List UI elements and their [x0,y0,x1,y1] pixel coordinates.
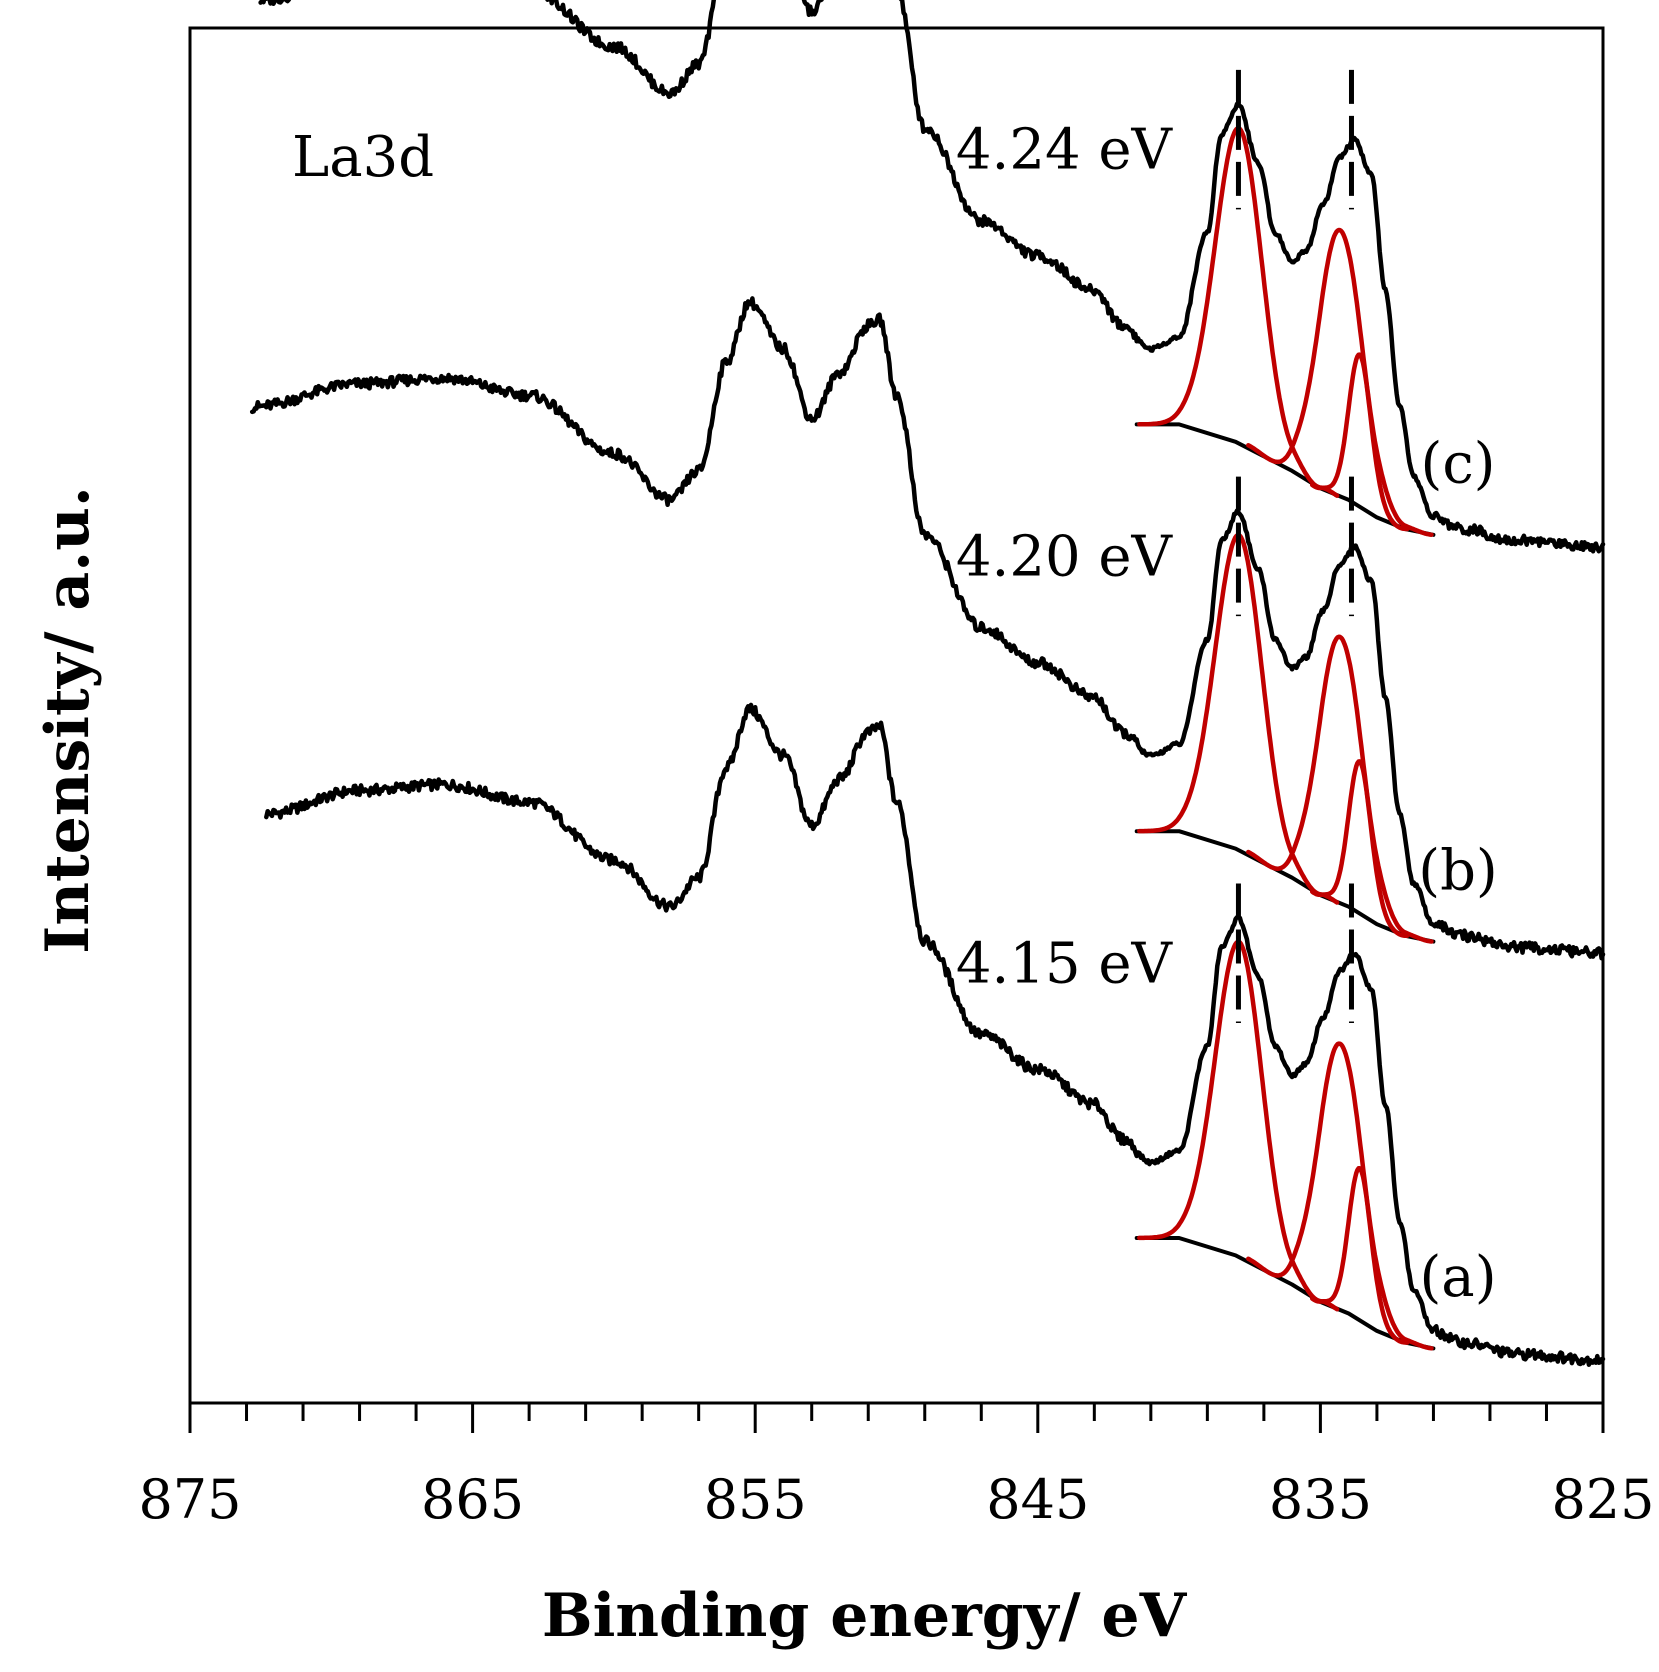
x-axis-ticks [188,1403,1605,1433]
x-tick-label: 845 [986,1468,1089,1531]
fit-peak-2 [1246,634,1434,944]
annotation-layer: (a) 4.15 eV (b) 4.20 eV (c) 4.24 eV [956,118,1498,1310]
x-tick-label: 825 [1551,1468,1654,1531]
series-b [249,296,1606,961]
fit-peak-3 [1309,1165,1410,1345]
series-c [258,0,1606,554]
series-layer [249,0,1606,1367]
series-label: (c) [1420,431,1495,496]
x-tick-label: 855 [704,1468,807,1531]
series-label: (b) [1418,838,1498,903]
panel-label: La3d [292,125,434,190]
peak-marker-layer [1235,69,1354,1023]
experimental-spectrum [264,702,1606,1367]
plot-frame [188,26,1605,1405]
splitting-label: 4.15 eV [956,931,1174,996]
x-axis-tick-labels: 875 865 855 845 835 825 [138,1468,1654,1531]
splitting-label: 4.24 eV [956,118,1174,183]
y-axis-title: Intensity/ a.u. [33,486,103,953]
experimental-spectrum [258,0,1606,554]
fit-peak-3 [1309,352,1410,532]
series-label: (a) [1419,1245,1496,1310]
x-tick-label: 875 [138,1468,241,1531]
fit-peak-2 [1246,1041,1434,1351]
fit-peak-3 [1309,759,1410,939]
experimental-spectrum [249,296,1606,961]
series-a [264,702,1606,1367]
splitting-label: 4.20 eV [956,524,1174,589]
x-axis-title: Binding energy/ eV [542,1581,1188,1651]
x-tick-label: 835 [1269,1468,1372,1531]
fit-peak-2 [1246,227,1434,537]
x-tick-label: 865 [421,1468,524,1531]
